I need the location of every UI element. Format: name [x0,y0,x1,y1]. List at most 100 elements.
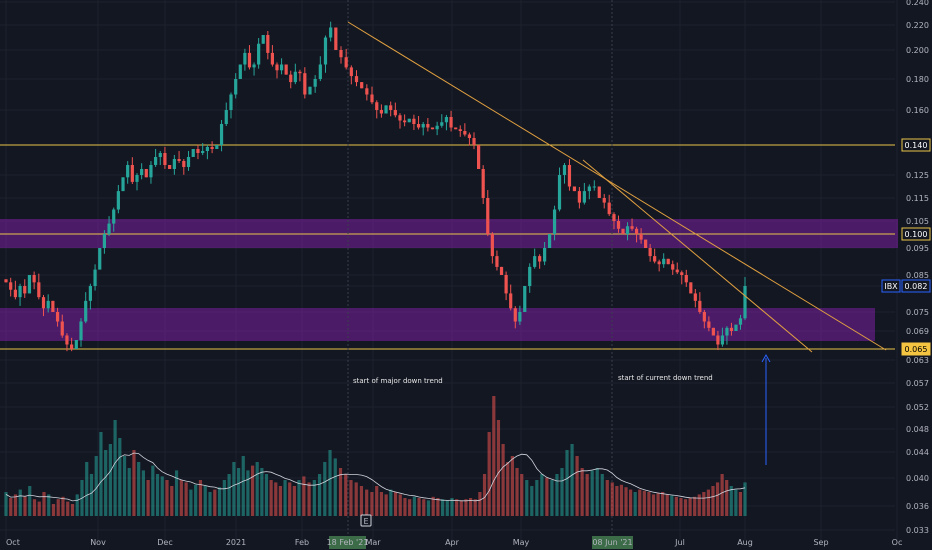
volume-bar [370,492,374,516]
candle-body [572,186,577,192]
candle-body [607,202,611,215]
price-label-box [901,279,931,293]
current-trendline [582,159,813,353]
candle-body [547,234,552,248]
price-axis: 0.240 0.220 0.200 0.180 0.160 0.140 0.125 0.115… [906,0,929,535]
volume-bar [89,474,94,516]
volume-bar [264,474,269,516]
volume-bar [384,494,388,516]
volume-bar [720,474,724,516]
candle-body [186,157,191,167]
volume-bar [743,482,747,516]
volume-bar [565,450,569,516]
volume-bar [506,462,510,516]
volume-bar [540,474,544,516]
candle-body [65,335,69,345]
candle-body [323,37,328,65]
volume-bar [725,480,729,516]
volume-bar [515,468,519,516]
candle-body [116,191,120,210]
volume-bar [408,499,412,516]
volume-bar [198,480,203,516]
volume-bar [274,482,278,516]
candle-body [389,105,393,110]
price-tick-label: 0.200 [906,46,929,55]
volume-bars [4,396,747,516]
price-tick-label: 0.057 [906,379,929,388]
candle-body [210,147,214,149]
candle-body [495,256,499,267]
volume-bar [615,486,619,516]
candle-body [698,300,702,312]
volume-bar [104,450,108,516]
volume-bar [217,487,222,516]
volume-bar [118,438,122,516]
major-trendline [347,21,887,351]
volume-bar [375,486,379,516]
volume-bar [688,498,692,516]
volume-bar [670,495,674,516]
candle-body [639,234,643,240]
candle-body [412,118,416,124]
volume-bar [496,420,501,516]
candle-body [55,312,60,322]
volume-bar [4,492,8,516]
volume-bar [260,468,264,516]
volume-bar [715,482,720,516]
volume-bar [525,480,529,516]
candle-body [689,282,693,294]
candle-body [648,248,652,257]
candle-body [261,35,265,44]
candle-body [303,73,307,95]
candle-body [644,239,648,248]
candle-body [454,127,458,130]
candle-body [625,226,630,234]
candle-body [716,335,720,345]
volume-bar [165,480,169,516]
volume-bar [365,489,369,516]
volume-bar [575,456,579,516]
price-label-value: 0.082 [905,282,928,291]
candle-body [9,282,13,290]
candle-body [46,300,50,309]
candle-body [662,258,666,265]
volume-bar [510,456,514,516]
volume-bar [292,486,296,516]
volume-bar [651,494,656,516]
volume-bar [711,486,715,516]
volume-bar [232,462,236,516]
volume-bar [610,482,614,516]
candle-body [634,228,639,234]
candle-body [486,198,490,234]
price-label-box [901,227,931,241]
volume-bar [393,492,398,516]
volume-bar [323,462,327,516]
volume-bar [633,492,637,516]
price-tick-label: 0.160 [906,106,929,115]
candle-body [168,165,172,169]
candle-body [149,165,153,178]
price-tick-label: 0.069 [906,327,929,336]
candle-body [354,76,359,83]
volume-bar [379,492,384,516]
candle-body [201,151,205,153]
volume-bar [545,477,549,516]
volume-bar [570,444,574,516]
ticker-label: IBX [884,282,898,291]
price-tick-label: 0.115 [906,194,929,203]
time-highlight-box [592,536,633,549]
volume-bar [702,492,706,516]
time-highlight: 08 Jun '21 [592,536,633,549]
price-label-value: 0.100 [905,230,928,239]
volume-bar [600,474,604,516]
candle-body [308,86,312,95]
candle-body [426,124,430,128]
volume-bar [450,498,454,516]
volume-bar [349,480,353,516]
candle-body [158,153,162,157]
candle-body [467,134,472,138]
candle-body [98,248,102,270]
volume-bar [51,504,56,516]
